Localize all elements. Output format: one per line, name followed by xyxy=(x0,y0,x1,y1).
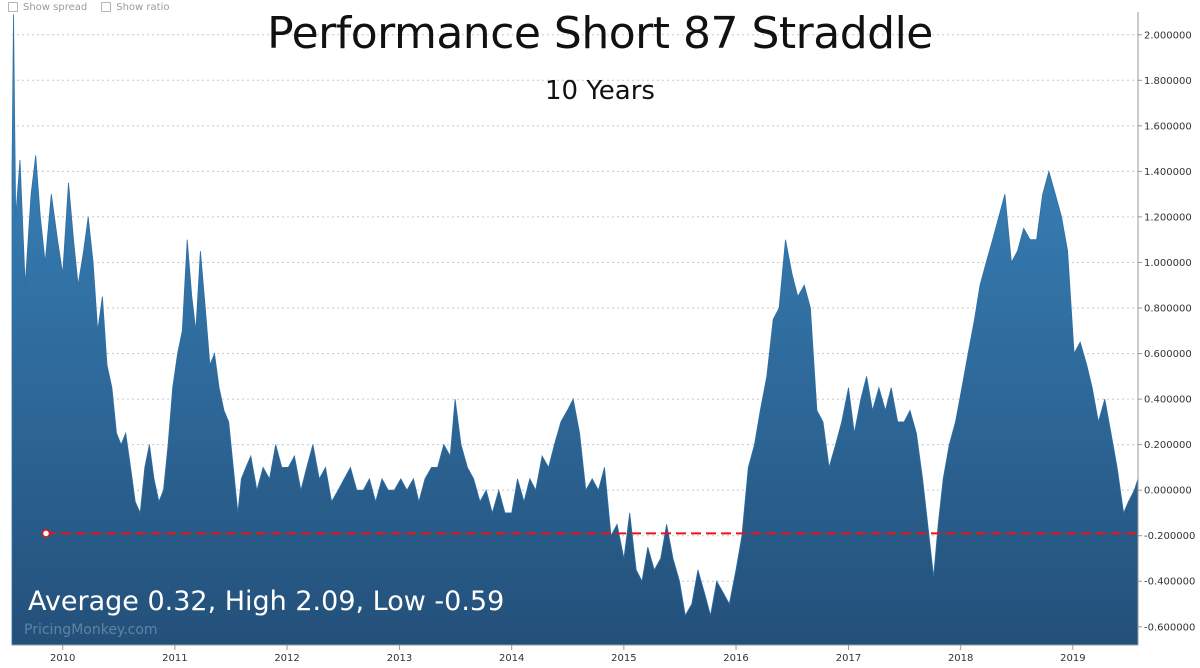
x-tick-label: 2017 xyxy=(836,653,861,664)
series-area-path xyxy=(11,14,1139,646)
series-area xyxy=(11,14,1139,646)
y-axis: -0.600000 -0.400000 -0.200000 0.000000 0.200… xyxy=(1137,12,1195,645)
x-tick-label: 2013 xyxy=(387,653,412,664)
x-tick-label: 2012 xyxy=(274,653,299,664)
watermark-text: PricingMonkey.com xyxy=(24,622,158,638)
show-ratio-label: Show ratio xyxy=(116,1,170,13)
show-spread-toggle[interactable]: Show spread xyxy=(8,0,87,14)
y-tick-label: 1.200000 xyxy=(1144,212,1192,223)
x-tick-label: 2010 xyxy=(50,653,75,664)
x-tick-label: 2019 xyxy=(1060,653,1085,664)
show-ratio-checkbox[interactable] xyxy=(101,2,112,12)
y-tick-label: 0.000000 xyxy=(1144,486,1192,497)
stats-summary: Average 0.32, High 2.09, Low -0.59 xyxy=(28,586,505,617)
chart-controls: Show spread Show ratio xyxy=(8,0,169,14)
y-tick-label: 1.000000 xyxy=(1144,258,1192,269)
reference-line-marker xyxy=(41,529,51,538)
x-tick-label: 2014 xyxy=(499,653,524,664)
x-tick-label: 2015 xyxy=(611,653,636,664)
y-tick-label: -0.600000 xyxy=(1144,622,1195,633)
y-tick-label: -0.200000 xyxy=(1144,531,1195,542)
y-tick-label: 0.400000 xyxy=(1144,395,1192,406)
show-spread-label: Show spread xyxy=(23,1,88,13)
show-ratio-toggle[interactable]: Show ratio xyxy=(101,0,169,14)
chart-title: Performance Short 87 Straddle xyxy=(267,8,933,59)
y-tick-label: 1.600000 xyxy=(1144,121,1192,132)
x-tick-label: 2016 xyxy=(723,653,748,664)
x-tick-label: 2011 xyxy=(162,653,187,664)
y-tick-label: 2.000000 xyxy=(1144,30,1192,41)
y-tick-label: -0.400000 xyxy=(1144,577,1195,588)
y-tick-label: 0.600000 xyxy=(1144,349,1192,360)
y-tick-label: 0.200000 xyxy=(1144,440,1192,451)
show-spread-checkbox[interactable] xyxy=(8,2,18,12)
x-axis: 2010 2011 2012 2013 2014 2015 2016 2017 2018 2019 xyxy=(12,644,1138,664)
x-tick-label: 2018 xyxy=(948,653,973,664)
y-tick-label: 0.800000 xyxy=(1144,304,1192,315)
y-tick-label: 1.800000 xyxy=(1144,76,1192,87)
y-tick-label: 1.400000 xyxy=(1144,167,1192,178)
average-reference-line xyxy=(41,529,1138,538)
chart-subtitle: 10 Years xyxy=(545,76,655,106)
